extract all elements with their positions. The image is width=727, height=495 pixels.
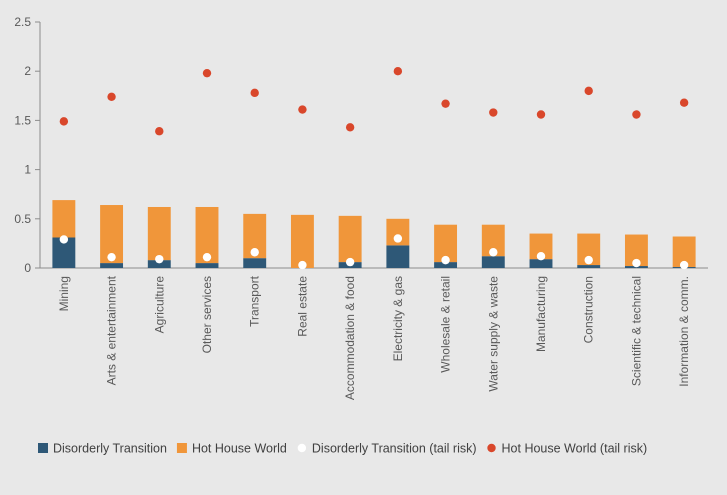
y-tick-label: 1.5 [14, 113, 31, 127]
point-disorderly-transition-tail-risk [679, 260, 689, 270]
legend: Disorderly Transition Hot House World Diso… [38, 442, 647, 456]
legend-swatch [38, 443, 48, 453]
legend-item: Hot House World [176, 442, 287, 456]
y-axis-ticks: 0 0.5 1 1.5 2 2.5 [14, 15, 40, 275]
y-tick-label: 0 [24, 261, 31, 275]
point-hot-house-world-tail-risk [441, 99, 450, 108]
y-tick-label: 0.5 [14, 212, 31, 226]
bar-disorderly-transition [195, 263, 219, 268]
point-hot-house-world-tail-risk [489, 108, 498, 117]
bar-disorderly-transition [434, 262, 458, 268]
y-tick-label: 2.5 [14, 15, 31, 29]
point-hot-house-world-tail-risk [202, 68, 212, 78]
point-disorderly-transition-tail-risk [155, 254, 164, 264]
bars [52, 200, 696, 268]
point-hot-house-world-tail-risk [298, 105, 307, 114]
bar-disorderly-transition [386, 245, 410, 268]
point-disorderly-transition-tail-risk [489, 248, 498, 257]
point-hot-house-world-tail-risk [393, 67, 403, 76]
bar-disorderly-transition [147, 260, 171, 268]
point-hot-house-world-tail-risk [679, 98, 689, 107]
y-tick-label: 1 [24, 163, 31, 177]
legend-swatch [176, 443, 187, 453]
bar-disorderly-transition [529, 259, 553, 268]
point-disorderly-transition-tail-risk [345, 257, 355, 267]
legend-item: Disorderly Transition (tail risk) [297, 442, 477, 456]
point-hot-house-world-tail-risk [536, 110, 546, 119]
x-tick-label: Arts & entertainment [105, 275, 119, 385]
x-tick-label: Agriculture [152, 276, 166, 334]
x-tick-label: Manufacturing [534, 276, 548, 352]
legend-item: Disorderly Transition [38, 442, 167, 456]
point-hot-house-world-tail-risk [250, 88, 259, 98]
bar-hot-house-world [481, 224, 505, 257]
point-disorderly-transition-tail-risk [107, 252, 116, 262]
point-disorderly-transition-tail-risk [632, 258, 641, 268]
points [59, 67, 689, 270]
bar-hot-house-world [434, 224, 458, 263]
bar-hot-house-world [52, 200, 76, 238]
y-tick-label: 2 [24, 64, 31, 78]
x-tick-label: Scientific & technical [629, 276, 643, 386]
point-disorderly-transition-tail-risk [59, 235, 69, 244]
legend-label: Hot House World [192, 442, 287, 456]
legend-item: Hot House World (tail risk) [487, 442, 647, 456]
bar-disorderly-transition [100, 263, 124, 268]
bar-hot-house-world [290, 214, 314, 268]
x-tick-label: Accommodation & food [343, 276, 357, 400]
bar-hot-house-world [195, 206, 219, 264]
point-hot-house-world-tail-risk [345, 123, 355, 132]
x-tick-label: Other services [200, 276, 214, 353]
bar-disorderly-transition [481, 256, 505, 268]
bar-hot-house-world [386, 218, 410, 246]
bar-hot-house-world [100, 205, 124, 264]
bar-hot-house-world [147, 206, 171, 261]
point-hot-house-world-tail-risk [584, 86, 593, 96]
bar-hot-house-world [338, 215, 362, 263]
legend-marker [487, 443, 496, 453]
point-disorderly-transition-tail-risk [536, 251, 546, 261]
x-tick-label: Mining [57, 276, 71, 311]
bar-disorderly-transition [243, 258, 267, 268]
bar-hot-house-world [577, 233, 601, 266]
x-tick-label: Real estate [295, 276, 309, 337]
legend-label: Disorderly Transition (tail risk) [312, 442, 477, 456]
point-disorderly-transition-tail-risk [441, 255, 450, 265]
point-disorderly-transition-tail-risk [202, 252, 212, 262]
point-hot-house-world-tail-risk [59, 117, 69, 126]
point-hot-house-world-tail-risk [632, 110, 641, 119]
bar-hot-house-world [672, 236, 696, 268]
x-tick-label: Water supply & waste [486, 276, 500, 392]
x-tick-label: Wholesale & retail [439, 276, 453, 373]
x-tick-label: Information & comm. [677, 276, 691, 387]
legend-marker [297, 443, 307, 453]
x-axis-labels: Mining Arts & entertainment Agriculture Oth… [57, 275, 691, 400]
x-tick-label: Construction [582, 276, 596, 343]
x-tick-label: Electricity & gas [391, 276, 405, 361]
bar-hot-house-world [243, 213, 267, 259]
point-disorderly-transition-tail-risk [584, 255, 593, 265]
point-disorderly-transition-tail-risk [298, 260, 307, 270]
x-tick-label: Transport [248, 275, 262, 327]
legend-label: Hot House World (tail risk) [502, 442, 648, 456]
legend-label: Disorderly Transition [53, 442, 167, 456]
bar-disorderly-transition [52, 237, 76, 268]
point-hot-house-world-tail-risk [155, 127, 164, 136]
point-disorderly-transition-tail-risk [250, 248, 259, 257]
bar-hot-house-world [529, 233, 553, 260]
bar-disorderly-transition [577, 265, 601, 268]
point-hot-house-world-tail-risk [107, 92, 116, 101]
bar-hot-house-world [624, 234, 648, 267]
point-disorderly-transition-tail-risk [393, 234, 403, 243]
